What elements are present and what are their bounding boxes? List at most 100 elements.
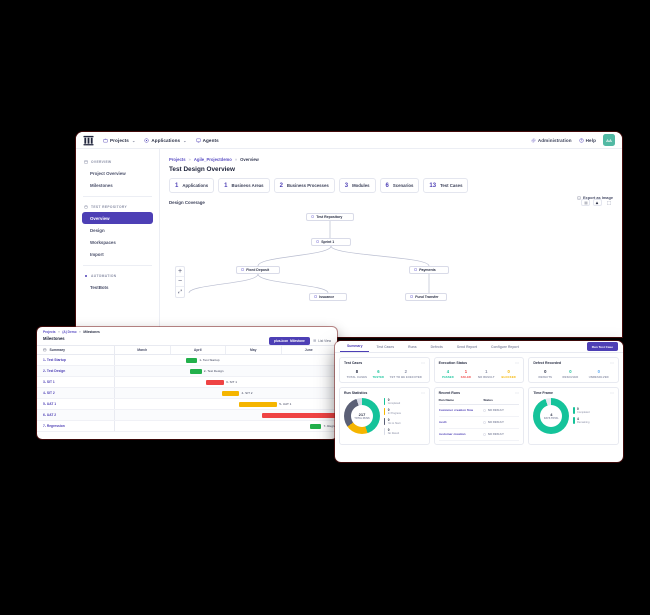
- run-name-cell[interactable]: cust1: [438, 420, 447, 424]
- more-icon[interactable]: [610, 361, 614, 365]
- gantt-bar-label: 4- SIT 2: [241, 391, 253, 395]
- tree-node-fund-transfer[interactable]: Fund Transfer: [405, 293, 447, 301]
- tab-defects[interactable]: Defects: [430, 344, 443, 349]
- sidebar-item-project-overview[interactable]: Project Overview: [90, 170, 126, 176]
- legend-label: Remaining: [577, 421, 590, 424]
- gantt-bar[interactable]: [239, 402, 278, 407]
- sidebar-item-milestones[interactable]: Milestones: [90, 182, 113, 188]
- tree-view-icon[interactable]: [592, 199, 602, 206]
- fit-to-screen-button[interactable]: ⤢: [177, 289, 182, 295]
- gantt-track: 3- SIT 1: [115, 377, 337, 387]
- gantt-row[interactable]: 3- SIT 1 3- SIT 1: [37, 377, 337, 388]
- list-view-icon[interactable]: [581, 199, 590, 206]
- more-icon[interactable]: [610, 391, 614, 395]
- run-test-case-button[interactable]: Run Test Case: [586, 342, 618, 351]
- help-label: Help: [585, 137, 596, 143]
- legend-value: 0: [387, 407, 390, 412]
- stat-label: Test Cases: [440, 183, 463, 188]
- run-name-cell[interactable]: Customer creation flow: [438, 408, 474, 412]
- stat-modules[interactable]: 3 Modules: [338, 178, 376, 193]
- gantt-bar[interactable]: [190, 369, 202, 374]
- table-row[interactable]: Customer creation flow NO RESULT: [438, 405, 520, 417]
- gantt-row[interactable]: 5- UAT 1 5- UAT 1: [37, 399, 337, 410]
- gantt-bar[interactable]: [206, 380, 224, 385]
- donut-value: 217: [358, 412, 366, 417]
- nav-agents[interactable]: Agents: [195, 137, 219, 143]
- export-as-image-button[interactable]: Export as Image: [577, 195, 613, 200]
- tab-summary[interactable]: Summary: [340, 341, 370, 352]
- gantt-summary-header: Summary: [37, 346, 115, 354]
- kpi-blocked: 0 BLOCKED: [502, 369, 516, 379]
- tree-node-test-repository[interactable]: Test Repository: [306, 213, 354, 221]
- more-icon[interactable]: [515, 391, 519, 395]
- stat-value: 13: [429, 182, 437, 189]
- help-link[interactable]: Help: [579, 138, 596, 143]
- table-row[interactable]: customer creation NO RESULT: [438, 429, 520, 441]
- nav-agents-label: Agents: [202, 137, 219, 143]
- more-icon[interactable]: [421, 361, 425, 365]
- tree-node-issuance[interactable]: Issuance: [309, 293, 347, 301]
- gantt-breadcrumb-projects[interactable]: Projects: [43, 330, 56, 334]
- dashboard-window: Summary Test Cases Runs Defects Send Rep…: [335, 341, 623, 462]
- sprint-icon: [316, 240, 319, 244]
- tab-send-report[interactable]: Send Report: [456, 344, 478, 349]
- stat-scenarios[interactable]: 6 Scenarios: [379, 178, 420, 193]
- tab-configure-report[interactable]: Configure Report: [491, 344, 519, 349]
- gantt-bar[interactable]: [310, 424, 322, 429]
- tab-test-cases[interactable]: Test Cases: [376, 344, 395, 349]
- avatar[interactable]: AA: [603, 134, 615, 146]
- more-icon[interactable]: [515, 361, 519, 365]
- nav-projects[interactable]: Projects ⌄: [103, 138, 135, 143]
- sidebar-item-import[interactable]: Import: [90, 251, 104, 257]
- kpi-label: TESTED: [372, 375, 385, 379]
- stat-test-cases[interactable]: 13 Test Cases: [423, 178, 469, 193]
- export-as-image-label: Export as Image: [582, 195, 613, 200]
- temple-logo-icon[interactable]: [83, 135, 94, 146]
- sidebar-section-test-repository: TEST REPOSITORY: [76, 202, 159, 212]
- gantt-track: 2- Test Design: [115, 366, 337, 376]
- breadcrumb-item-project[interactable]: Agile_Projectdemo: [193, 157, 232, 162]
- gantt-bar[interactable]: [186, 358, 198, 363]
- gantt-row[interactable]: 7- Regression 7- Regression: [37, 421, 337, 432]
- stat-business-areas[interactable]: 1 Business Areas: [218, 178, 270, 193]
- kpi-value: 1: [485, 369, 488, 374]
- tree-node-sprint-1[interactable]: Sprint 1: [311, 238, 351, 246]
- tree-node-fixed-deposit[interactable]: Fixed Deposit: [236, 266, 280, 274]
- gantt-breadcrumb-project[interactable]: (A) Demo: [62, 330, 77, 334]
- sidebar-item-workspaces[interactable]: Workspaces: [90, 239, 116, 245]
- stat-applications[interactable]: 1 Applications: [169, 178, 215, 193]
- fullscreen-icon[interactable]: [604, 199, 613, 206]
- run-name-cell[interactable]: customer creation: [438, 432, 466, 436]
- nav-applications[interactable]: Applications ⌄: [144, 138, 186, 143]
- administration-link[interactable]: Administration: [531, 138, 572, 143]
- zoom-out-button[interactable]: −: [176, 278, 184, 287]
- stat-label: Scenarios: [392, 183, 414, 188]
- legend-value: 0: [387, 417, 390, 422]
- design-coverage-canvas[interactable]: Test Repository Sprint 1 Fixed Deposit P…: [169, 210, 613, 318]
- more-icon[interactable]: [421, 391, 425, 395]
- stat-business-processes[interactable]: 2 Business Processes: [273, 178, 335, 193]
- tab-runs[interactable]: Runs: [408, 344, 417, 349]
- sidebar-item-overview[interactable]: Overview: [82, 212, 153, 224]
- gantt-bar[interactable]: [261, 413, 337, 418]
- tree-node-payments[interactable]: Payments: [409, 266, 449, 274]
- gantt-row[interactable]: 1- Test Startup 1- Test Startup: [37, 355, 337, 366]
- card-header: Execution Status: [439, 361, 520, 365]
- gantt-row[interactable]: 6- UAT 2: [37, 410, 337, 421]
- list-view-button[interactable]: List View: [313, 339, 331, 343]
- kpi-value: 0: [597, 369, 600, 374]
- design-coverage-label: Design Coverage: [169, 200, 205, 205]
- stat-label: Applications: [182, 183, 209, 188]
- add-milestone-button[interactable]: plus-icon Milestone: [268, 337, 310, 345]
- kpi-label: NO RESULT: [478, 375, 495, 379]
- gantt-bar[interactable]: [221, 391, 240, 396]
- zoom-in-button[interactable]: +: [176, 268, 184, 277]
- breadcrumb-item-projects[interactable]: Projects: [169, 157, 186, 162]
- gantt-row[interactable]: 4- SIT 2 4- SIT 2: [37, 388, 337, 399]
- kpi-label: YET TO BE EXECUTED: [389, 375, 422, 379]
- sidebar-item-design[interactable]: Design: [90, 227, 105, 233]
- sidebar-item-testbots[interactable]: TestBots: [90, 284, 109, 290]
- gantt-row[interactable]: 2- Test Design 2- Test Design: [37, 366, 337, 377]
- table-row[interactable]: cust1 NO RESULT: [438, 417, 520, 429]
